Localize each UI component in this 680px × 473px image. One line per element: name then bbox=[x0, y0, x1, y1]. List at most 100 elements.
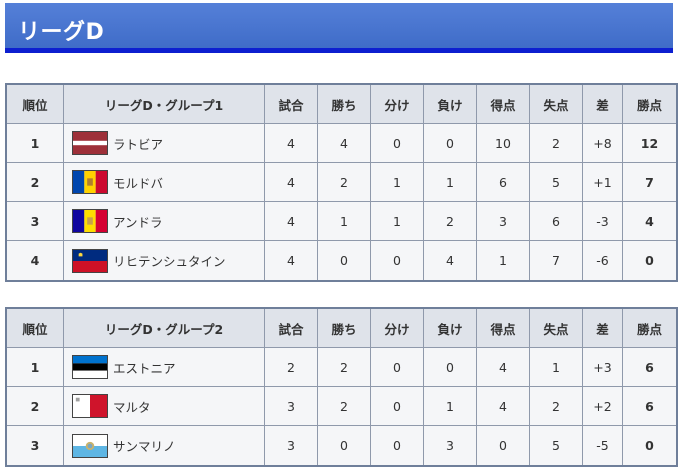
san-marino-flag-icon bbox=[72, 433, 108, 458]
standings-table-group-1: 順位 リーグD・グループ1 試合 勝ち 分け 負け 得点 失点 差 勝点 1 ラ… bbox=[5, 83, 678, 282]
page-header: リーグD bbox=[5, 3, 673, 53]
goals-against-cell: 1 bbox=[530, 348, 583, 387]
table-row: 2 マルタ 3 2 0 1 4 2 +2 6 bbox=[7, 387, 676, 426]
goal-difference-cell: -6 bbox=[583, 241, 623, 280]
team-cell: ラトビア bbox=[64, 124, 265, 163]
column-header-goal-difference: 差 bbox=[583, 309, 623, 348]
latvia-flag-icon bbox=[72, 131, 108, 155]
drawn-cell: 1 bbox=[371, 163, 424, 202]
column-header-played: 試合 bbox=[265, 85, 318, 124]
won-cell: 1 bbox=[318, 202, 371, 241]
team-name: サンマリノ bbox=[113, 439, 176, 454]
won-cell: 2 bbox=[318, 163, 371, 202]
lost-cell: 1 bbox=[424, 387, 477, 426]
rank-cell: 4 bbox=[7, 241, 64, 280]
won-cell: 0 bbox=[318, 426, 371, 465]
goals-for-cell: 4 bbox=[477, 348, 530, 387]
won-cell: 0 bbox=[318, 241, 371, 280]
malta-flag-icon bbox=[72, 394, 108, 418]
column-header-goals-against: 失点 bbox=[530, 85, 583, 124]
drawn-cell: 0 bbox=[371, 241, 424, 280]
table-row: 2 モルドバ 4 2 1 1 6 5 +1 7 bbox=[7, 163, 676, 202]
played-cell: 4 bbox=[265, 241, 318, 280]
team-name: アンドラ bbox=[113, 214, 163, 230]
goal-difference-cell: +1 bbox=[583, 163, 623, 202]
team-name: リヒテンシュタイン bbox=[113, 254, 226, 269]
column-header-goals-against: 失点 bbox=[530, 309, 583, 348]
goals-for-cell: 0 bbox=[477, 426, 530, 465]
rank-cell: 2 bbox=[7, 163, 64, 202]
goal-difference-cell: +3 bbox=[583, 348, 623, 387]
goals-against-cell: 2 bbox=[530, 124, 583, 163]
goals-for-cell: 3 bbox=[477, 202, 530, 241]
goals-against-cell: 2 bbox=[530, 387, 583, 426]
estonia-flag-icon bbox=[72, 355, 108, 379]
column-header-played: 試合 bbox=[265, 309, 318, 348]
lost-cell: 0 bbox=[424, 124, 477, 163]
column-header-drawn: 分け bbox=[371, 309, 424, 348]
team-cell: サンマリノ bbox=[64, 426, 265, 465]
played-cell: 2 bbox=[265, 348, 318, 387]
points-cell: 4 bbox=[623, 202, 676, 241]
team-name: マルタ bbox=[113, 399, 151, 415]
team-name: モルドバ bbox=[113, 175, 164, 191]
page-title: リーグD bbox=[18, 20, 105, 45]
played-cell: 3 bbox=[265, 426, 318, 465]
lost-cell: 4 bbox=[424, 241, 477, 280]
table-header-row: 順位 リーグD・グループ2 試合 勝ち 分け 負け 得点 失点 差 勝点 bbox=[7, 309, 676, 348]
lost-cell: 3 bbox=[424, 426, 477, 465]
column-header-goal-difference: 差 bbox=[583, 85, 623, 124]
goals-against-cell: 5 bbox=[530, 163, 583, 202]
team-name: エストニア bbox=[113, 360, 176, 376]
liechtenstein-flag-icon bbox=[72, 248, 108, 273]
drawn-cell: 0 bbox=[371, 124, 424, 163]
column-header-lost: 負け bbox=[424, 309, 477, 348]
column-header-points: 勝点 bbox=[623, 309, 676, 348]
played-cell: 4 bbox=[265, 124, 318, 163]
andorra-flag-icon bbox=[72, 209, 108, 233]
team-cell: アンドラ bbox=[64, 202, 265, 241]
drawn-cell: 1 bbox=[371, 202, 424, 241]
points-cell: 7 bbox=[623, 163, 676, 202]
moldova-flag-icon bbox=[72, 170, 108, 194]
goals-against-cell: 6 bbox=[530, 202, 583, 241]
table-row: 3 サンマリノ 3 0 0 3 0 5 -5 0 bbox=[7, 426, 676, 465]
goals-for-cell: 1 bbox=[477, 241, 530, 280]
team-cell: マルタ bbox=[64, 387, 265, 426]
rank-cell: 1 bbox=[7, 348, 64, 387]
won-cell: 4 bbox=[318, 124, 371, 163]
group-title: リーグD・グループ1 bbox=[64, 85, 265, 124]
group-title: リーグD・グループ2 bbox=[64, 309, 265, 348]
goal-difference-cell: +2 bbox=[583, 387, 623, 426]
team-cell: リヒテンシュタイン bbox=[64, 241, 265, 280]
team-cell: モルドバ bbox=[64, 163, 265, 202]
column-header-drawn: 分け bbox=[371, 85, 424, 124]
points-cell: 6 bbox=[623, 348, 676, 387]
goals-for-cell: 4 bbox=[477, 387, 530, 426]
column-header-goals-for: 得点 bbox=[477, 85, 530, 124]
rank-cell: 3 bbox=[7, 426, 64, 465]
points-cell: 12 bbox=[623, 124, 676, 163]
goals-for-cell: 10 bbox=[477, 124, 530, 163]
won-cell: 2 bbox=[318, 348, 371, 387]
table-header-row: 順位 リーグD・グループ1 試合 勝ち 分け 負け 得点 失点 差 勝点 bbox=[7, 85, 676, 124]
column-header-lost: 負け bbox=[424, 85, 477, 124]
won-cell: 2 bbox=[318, 387, 371, 426]
column-header-won: 勝ち bbox=[318, 309, 371, 348]
rank-cell: 3 bbox=[7, 202, 64, 241]
team-name: ラトビア bbox=[113, 136, 164, 152]
table-row: 1 ラトビア 4 4 0 0 10 2 +8 12 bbox=[7, 124, 676, 163]
team-cell: エストニア bbox=[64, 348, 265, 387]
drawn-cell: 0 bbox=[371, 348, 424, 387]
table-row: 1 エストニア 2 2 0 0 4 1 +3 6 bbox=[7, 348, 676, 387]
standings-table-group-2: 順位 リーグD・グループ2 試合 勝ち 分け 負け 得点 失点 差 勝点 1 エ… bbox=[5, 307, 678, 467]
rank-cell: 1 bbox=[7, 124, 64, 163]
column-header-won: 勝ち bbox=[318, 85, 371, 124]
column-header-points: 勝点 bbox=[623, 85, 676, 124]
table-row: 4 リヒテンシュタイン 4 0 0 4 1 7 -6 0 bbox=[7, 241, 676, 280]
points-cell: 6 bbox=[623, 387, 676, 426]
goals-against-cell: 5 bbox=[530, 426, 583, 465]
played-cell: 3 bbox=[265, 387, 318, 426]
lost-cell: 2 bbox=[424, 202, 477, 241]
column-header-rank: 順位 bbox=[7, 85, 64, 124]
